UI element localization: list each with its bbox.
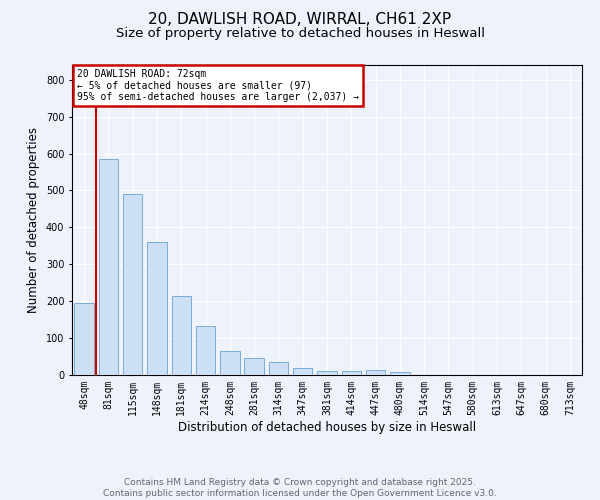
Bar: [220, 351, 239, 375]
Bar: [317, 372, 337, 375]
Y-axis label: Number of detached properties: Number of detached properties: [28, 127, 40, 313]
Text: 20, DAWLISH ROAD, WIRRAL, CH61 2XP: 20, DAWLISH ROAD, WIRRAL, CH61 2XP: [148, 12, 452, 28]
Bar: [341, 371, 361, 375]
Bar: [172, 296, 191, 375]
Bar: [244, 358, 264, 375]
Bar: [123, 194, 142, 375]
Bar: [293, 368, 313, 375]
Bar: [390, 372, 410, 375]
Bar: [366, 370, 385, 375]
Text: 20 DAWLISH ROAD: 72sqm
← 5% of detached houses are smaller (97)
95% of semi-deta: 20 DAWLISH ROAD: 72sqm ← 5% of detached …: [77, 68, 359, 102]
Bar: [269, 362, 288, 375]
X-axis label: Distribution of detached houses by size in Heswall: Distribution of detached houses by size …: [178, 420, 476, 434]
Text: Size of property relative to detached houses in Heswall: Size of property relative to detached ho…: [115, 28, 485, 40]
Bar: [99, 159, 118, 375]
Bar: [74, 303, 94, 375]
Text: Contains HM Land Registry data © Crown copyright and database right 2025.
Contai: Contains HM Land Registry data © Crown c…: [103, 478, 497, 498]
Bar: [196, 326, 215, 375]
Bar: [147, 242, 167, 375]
